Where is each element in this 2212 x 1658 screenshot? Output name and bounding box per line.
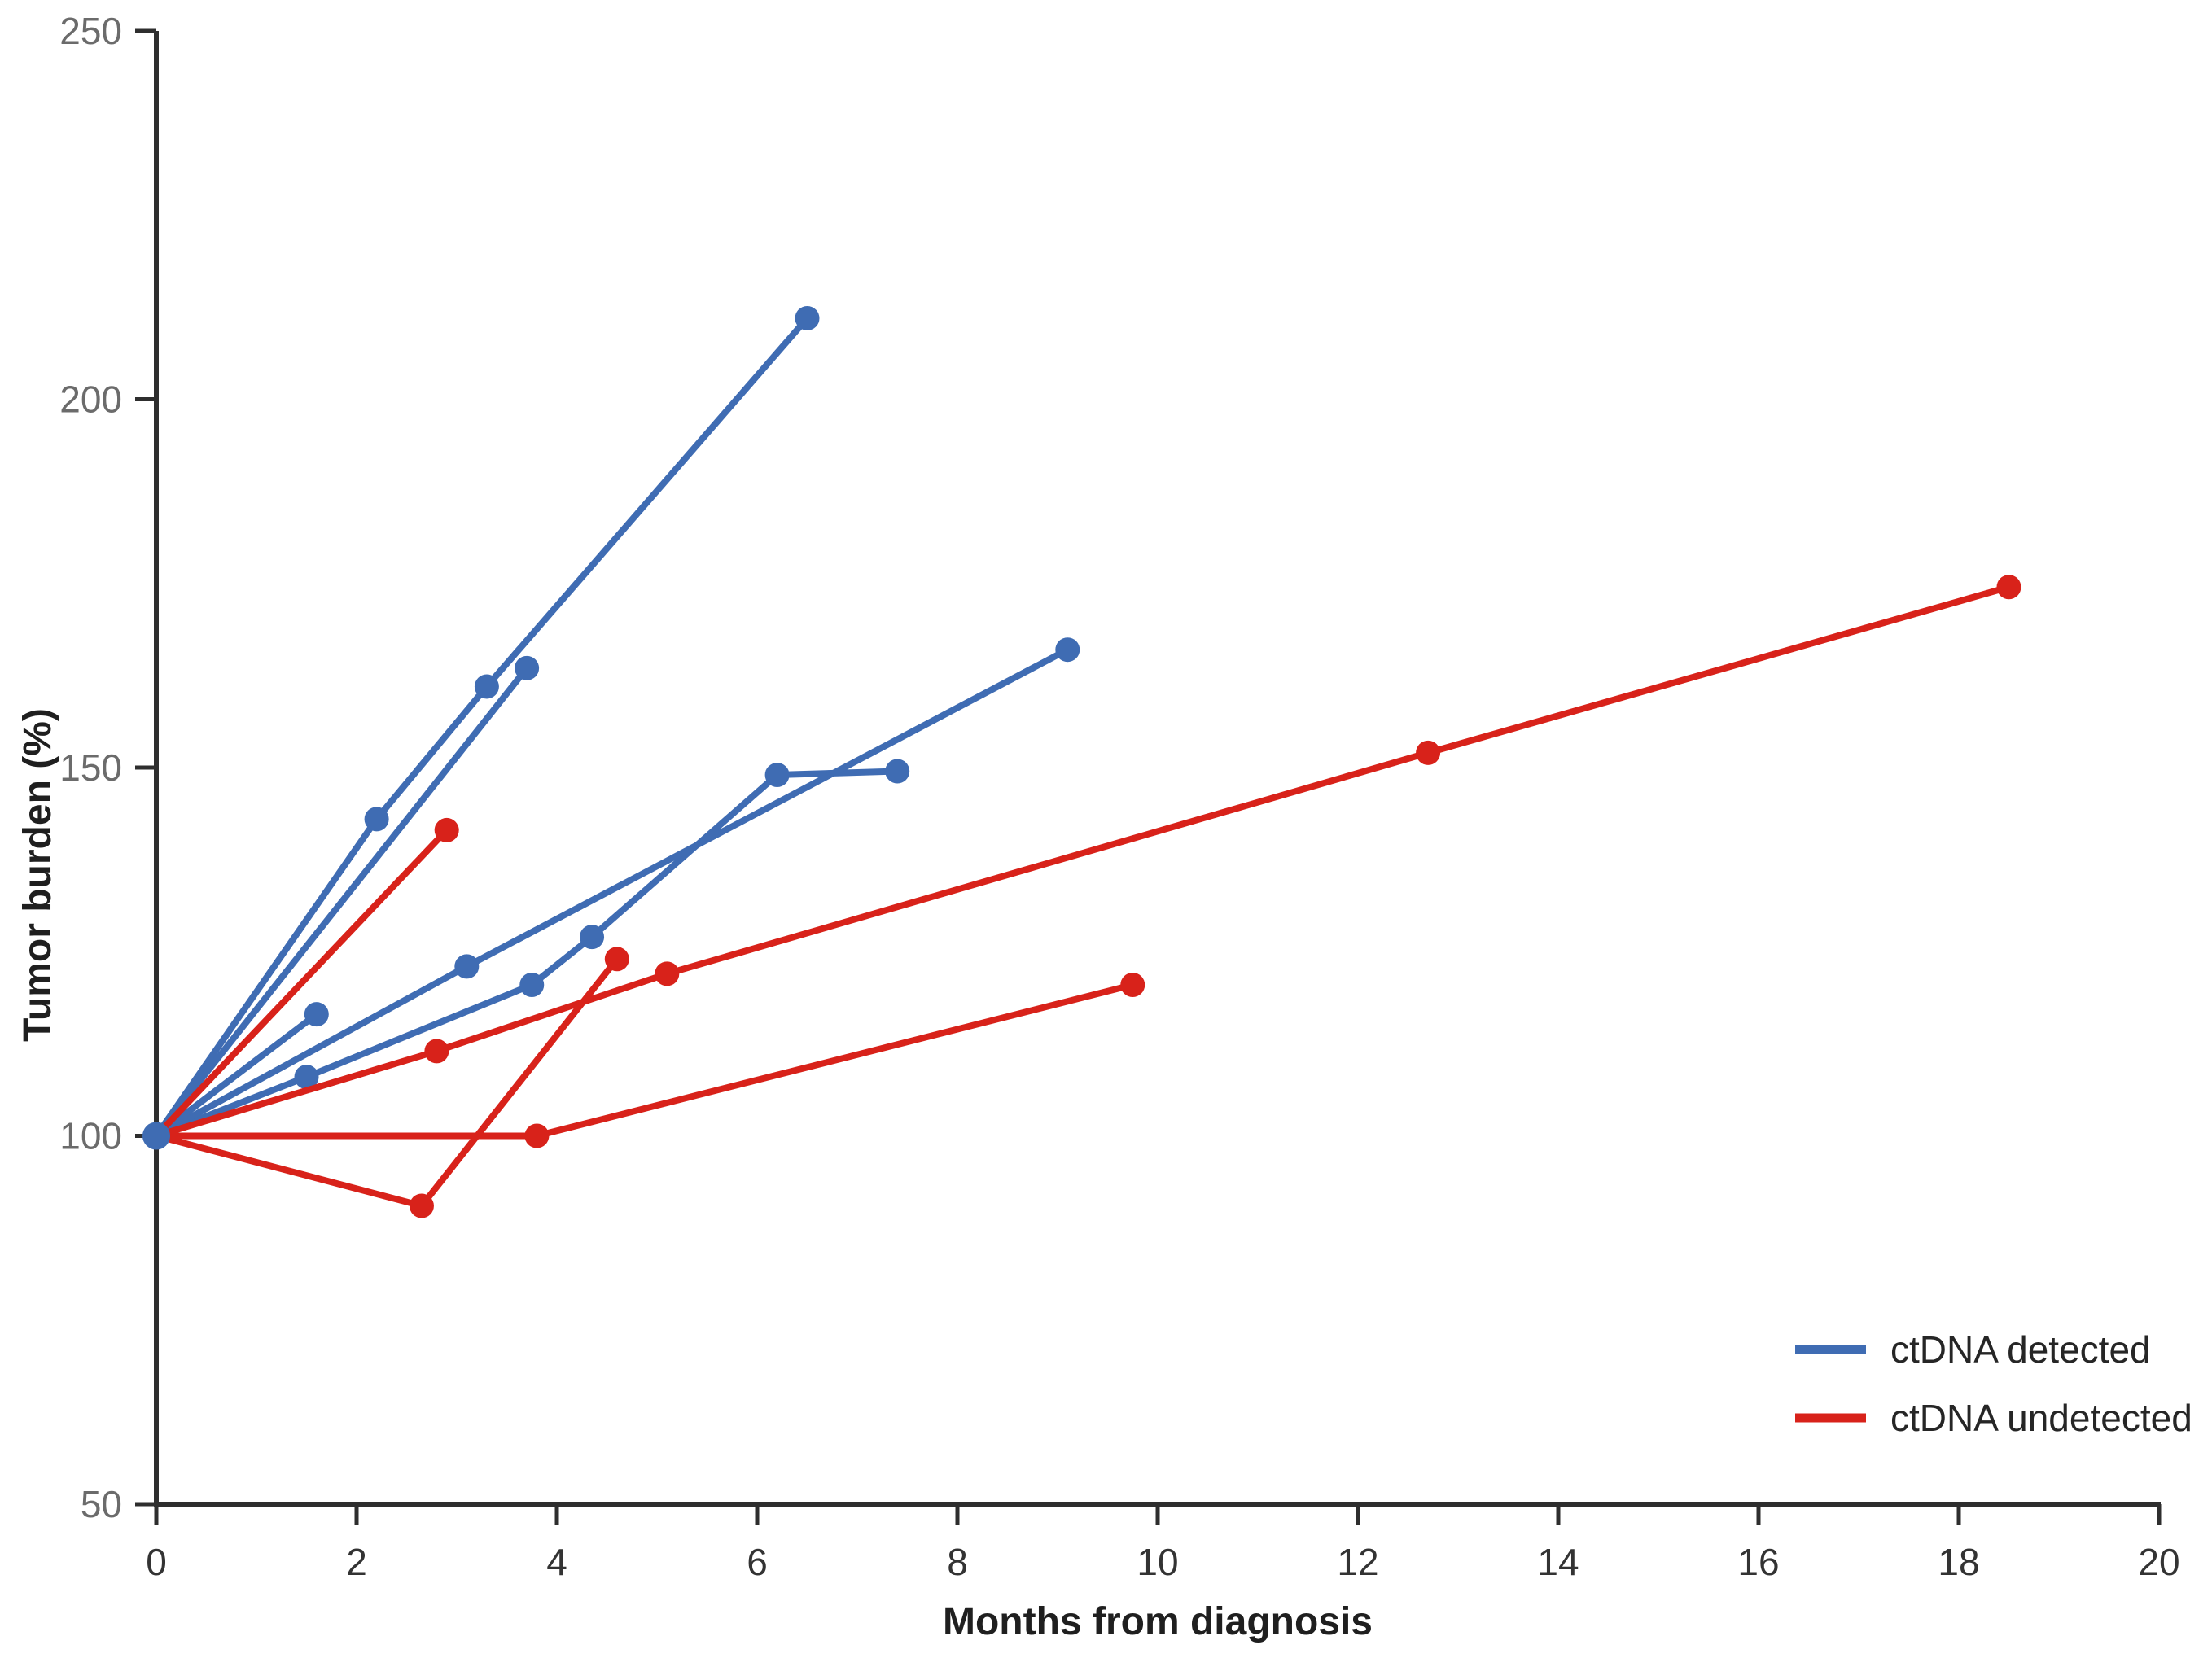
legend-label-undetected: ctDNA undetected: [1890, 1397, 2192, 1439]
series-ctdna-undetected: [144, 575, 2021, 1218]
legend-label-detected: ctDNA detected: [1890, 1328, 2151, 1371]
x-tick-label-12: 12: [1337, 1541, 1378, 1583]
data-point-ctdna-undetected-12.7m-152pct: [1416, 740, 1441, 765]
data-point-ctdna-detected-4.35m-127pct: [580, 925, 605, 950]
x-tick-label-18: 18: [1938, 1541, 1979, 1583]
data-point-ctdna-detected-3.3m-161pct: [474, 674, 499, 699]
y-tick-label-150: 150: [59, 746, 122, 789]
series-ctdna-detected: [144, 305, 1080, 1148]
x-tick-label-8: 8: [947, 1541, 968, 1583]
x-tick-label-14: 14: [1537, 1541, 1579, 1583]
y-tick-label-100: 100: [59, 1115, 122, 1157]
x-tick-label-4: 4: [546, 1541, 567, 1583]
legend: ctDNA detected ctDNA undetected: [1795, 1328, 2192, 1439]
x-tick-label-0: 0: [146, 1541, 167, 1583]
data-point-ctdna-undetected-3.8m-100pct: [524, 1123, 550, 1148]
patient-line-ctdna-detected-3: [153, 768, 901, 1140]
patient-line-ctdna-undetected-1: [153, 826, 450, 1140]
data-point-ctdna-undetected-2.65m-90.5pct: [409, 1193, 434, 1218]
data-point-ctdna-detected-9.1m-166pct: [1055, 637, 1080, 663]
patient-line-ctdna-undetected-3: [153, 981, 1137, 1140]
axes-layer: 50 100 150 200 250 0 2 4 6 8 10 12 14 16 18 20: [59, 10, 2179, 1583]
data-point-ctdna-detected-3.75m-120.5pct: [519, 972, 545, 997]
data-point-ctdna-undetected-4.6m-124pct: [604, 947, 629, 972]
y-tick-label-200: 200: [59, 378, 122, 421]
data-point-ctdna-detected-3.1m-123pct: [454, 954, 480, 979]
data-point-ctdna-undetected-9.75m-120.5pct: [1120, 972, 1145, 997]
x-tick-label-6: 6: [747, 1541, 768, 1583]
patient-line-ctdna-detected-2: [153, 664, 531, 1140]
series-layer: [142, 305, 2021, 1218]
data-point-ctdna-detected-6.2m-149pct: [764, 763, 790, 788]
data-point-ctdna-detected-1.5m-108pct: [294, 1065, 319, 1090]
patient-line-ctdna-detected-1: [153, 314, 811, 1140]
data-point-ctdna-detected-1.6m-116.5pct: [304, 1002, 329, 1027]
y-axis-title: Tumor burden (%): [16, 708, 59, 1042]
data-point-ctdna-detected-2.2m-143pct: [364, 807, 389, 832]
data-point-ctdna-detected-3.7m-163.5pct: [515, 655, 540, 680]
legend-item-ctdna-undetected: ctDNA undetected: [1795, 1397, 2192, 1439]
x-tick-label-16: 16: [1737, 1541, 1779, 1583]
data-point-ctdna-undetected-2.9m-141.5pct: [434, 817, 459, 842]
x-tick-label-2: 2: [346, 1541, 367, 1583]
patient-line-ctdna-detected-5: [153, 1011, 320, 1140]
x-axis-title: Months from diagnosis: [943, 1600, 1373, 1643]
x-tick-label-20: 20: [2138, 1541, 2179, 1583]
data-point-ctdna-undetected-5.1m-122pct: [655, 961, 680, 986]
y-tick-label-50: 50: [81, 1483, 122, 1525]
legend-item-ctdna-detected: ctDNA detected: [1795, 1328, 2151, 1371]
x-tick-label-10: 10: [1137, 1541, 1178, 1583]
data-point-ctdna-undetected-18.5m-174.5pct: [1996, 575, 2021, 600]
origin-data-point: [142, 1122, 170, 1150]
data-point-ctdna-undetected-2.8m-111.5pct: [424, 1039, 449, 1064]
patient-line-ctdna-detected-4: [153, 646, 1071, 1140]
y-tick-label-250: 250: [59, 10, 122, 52]
data-point-ctdna-detected-6.5m-211pct: [795, 305, 820, 330]
data-point-ctdna-detected-7.4m-149.5pct: [885, 759, 910, 784]
